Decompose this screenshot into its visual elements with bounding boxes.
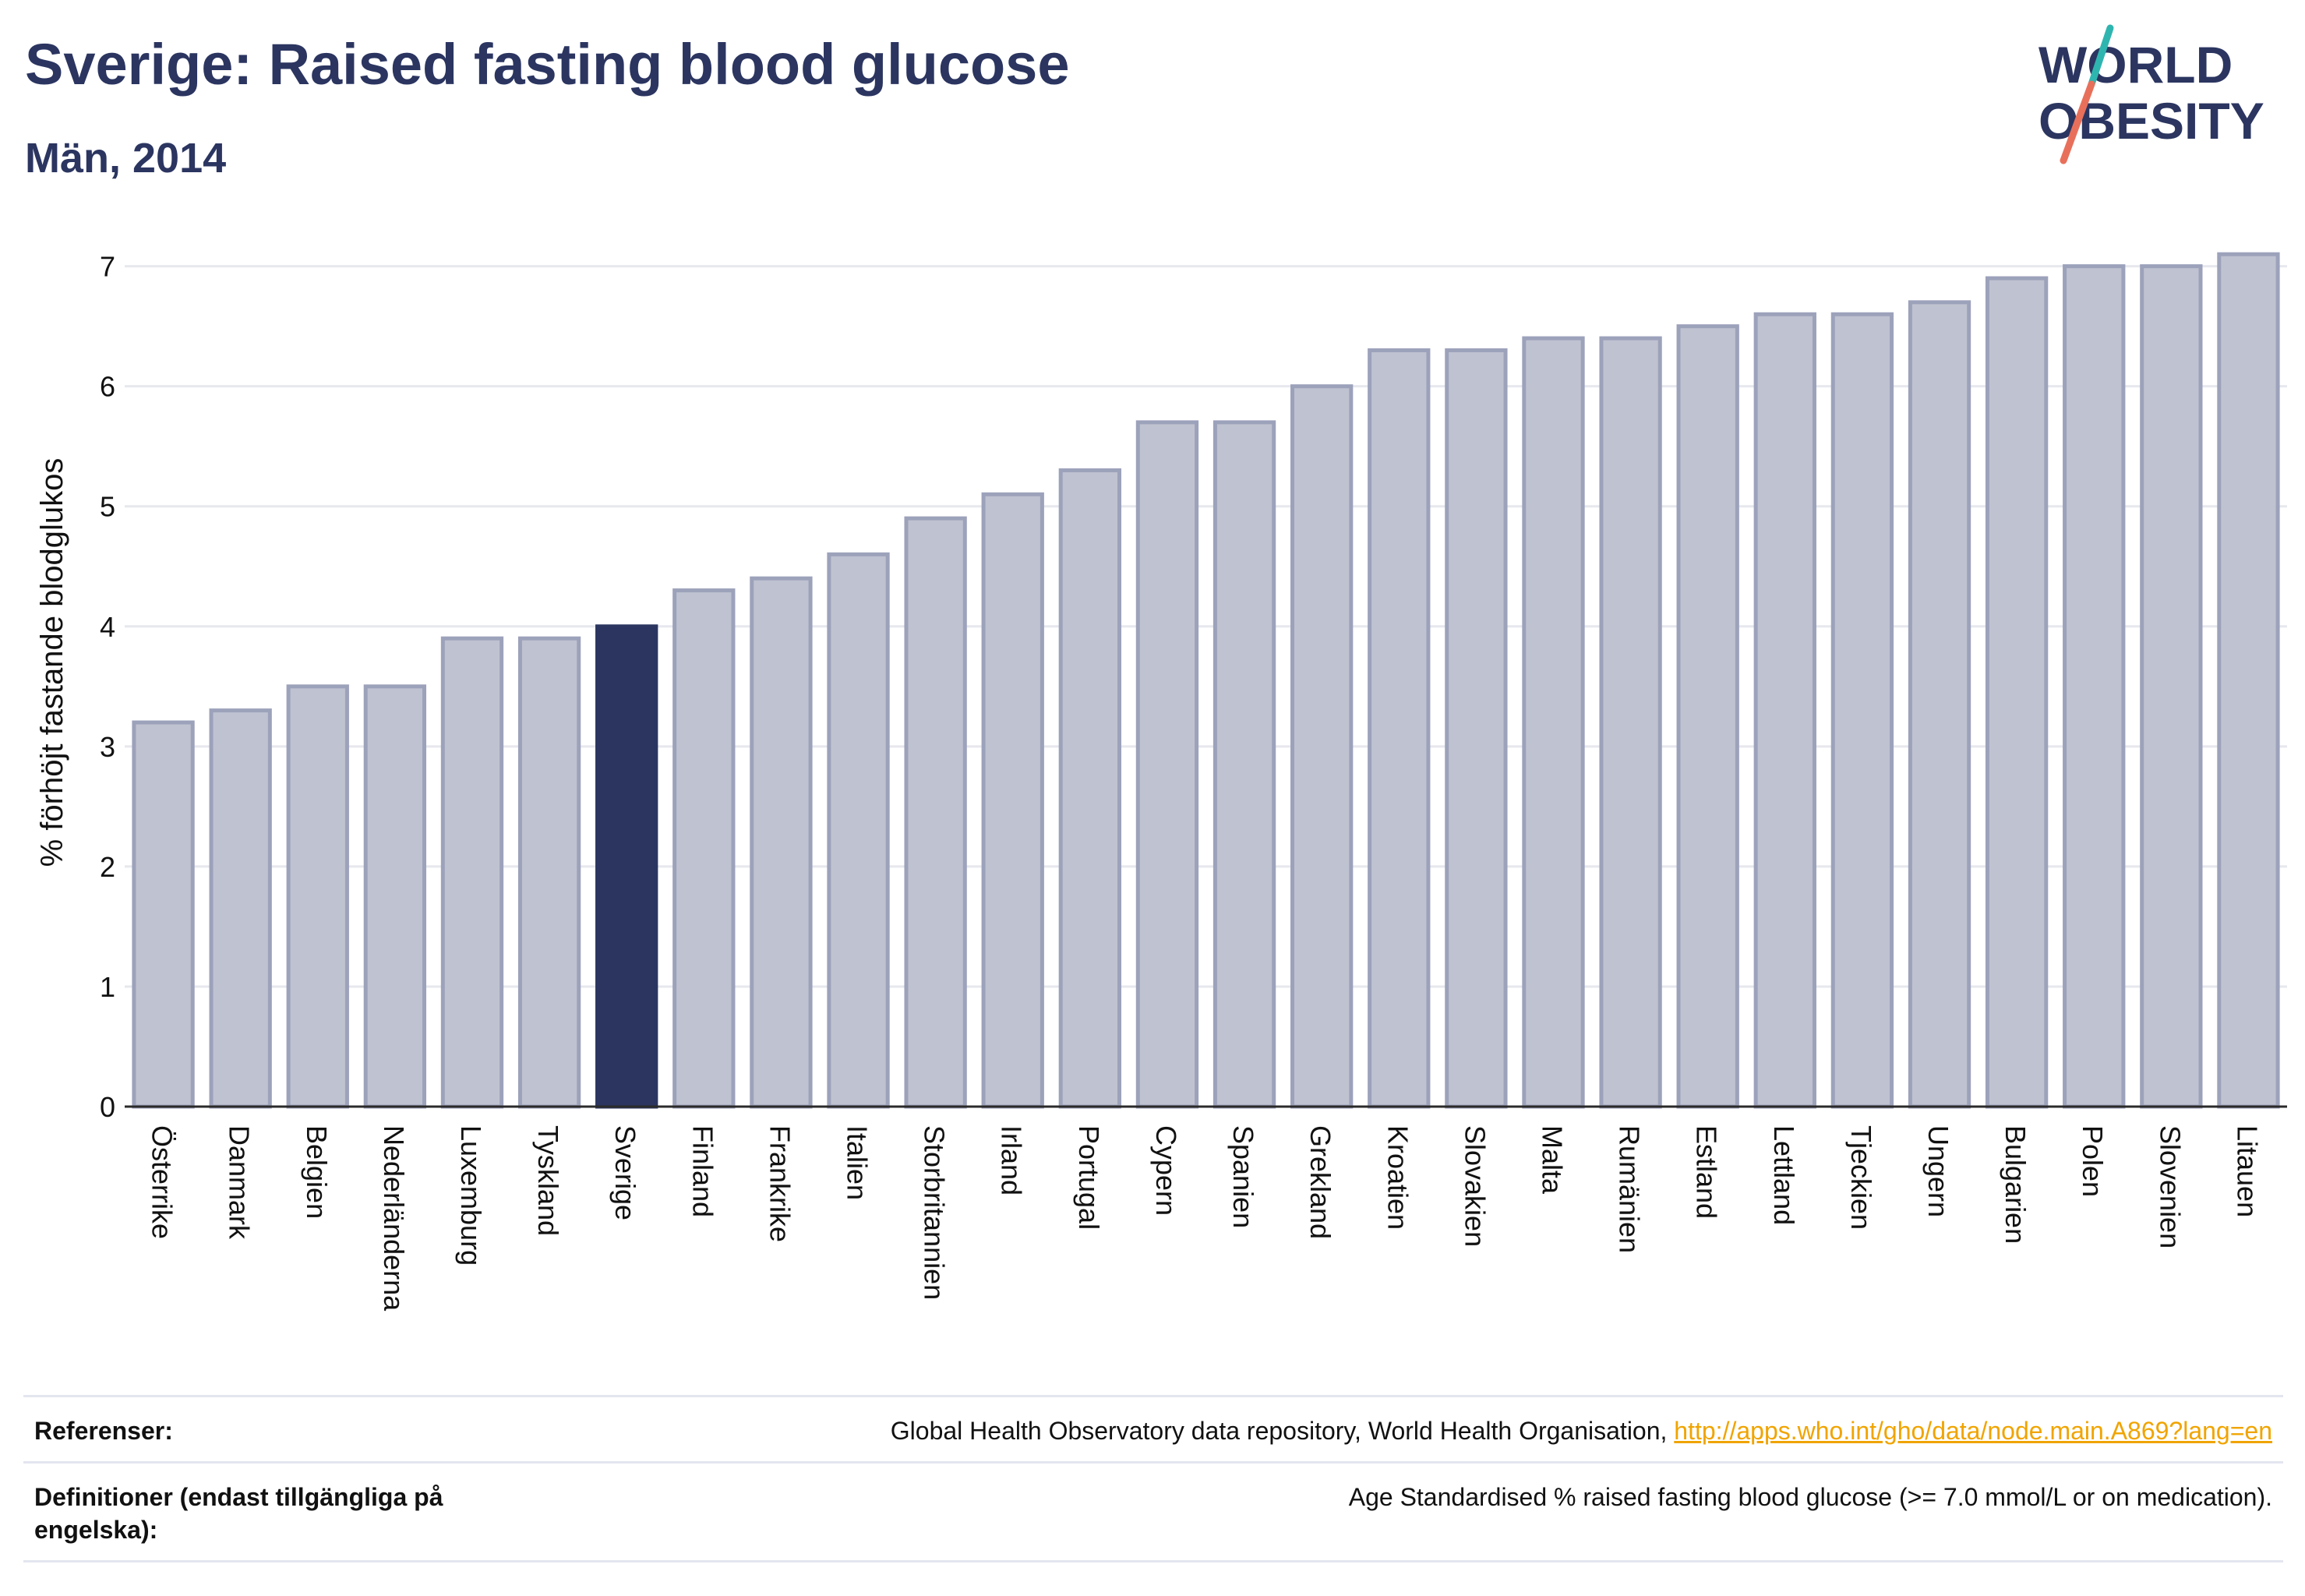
definitions-value: Age Standardised % raised fasting blood … — [1348, 1483, 2272, 1511]
x-tick-label: Danmark — [224, 1125, 256, 1240]
x-tick-label: Cypern — [1150, 1125, 1182, 1216]
bar — [2217, 252, 2280, 1109]
bar — [1135, 420, 1199, 1109]
bar — [1753, 312, 1816, 1109]
logo-text-world: WORLD — [2038, 36, 2233, 94]
bar — [827, 552, 890, 1109]
bar — [1522, 336, 1585, 1109]
bar — [132, 720, 195, 1109]
y-tick-label: 1 — [100, 971, 115, 1003]
x-tick-label: Luxemburg — [455, 1125, 487, 1266]
bar — [904, 516, 967, 1109]
x-tick-label: Grekland — [1304, 1125, 1336, 1239]
y-tick-label: 6 — [100, 371, 115, 403]
x-tick-label: Sverige — [609, 1125, 641, 1220]
x-tick-label: Portugal — [1073, 1125, 1105, 1230]
references-table: Referenser: Global Health Observatory da… — [23, 1395, 2283, 1562]
x-tick-label: Malta — [1536, 1125, 1568, 1195]
references-text: Global Health Observatory data repositor… — [890, 1417, 1668, 1445]
definitions-row: Definitioner (endast tillgängliga på eng… — [23, 1461, 2283, 1562]
y-tick-label: 0 — [100, 1091, 115, 1123]
x-tick-label: Italien — [842, 1125, 874, 1200]
bar — [363, 684, 427, 1109]
x-tick-label: Finland — [687, 1125, 718, 1217]
bar — [672, 588, 736, 1109]
references-link[interactable]: http://apps.who.int/gho/data/node.main.A… — [1674, 1417, 2272, 1445]
references-value: Global Health Observatory data repositor… — [891, 1414, 2272, 1447]
references-row: Referenser: Global Health Observatory da… — [23, 1395, 2283, 1461]
y-tick-label: 5 — [100, 491, 115, 523]
x-tick-label: Lettland — [1768, 1125, 1800, 1225]
y-tick-label: 2 — [100, 851, 115, 883]
x-tick-label: Belgien — [301, 1125, 333, 1219]
bar-chart: 0 1 2 3 4 5 6 7 Österrike Danmark Belgien Nederlän… — [35, 251, 2287, 1312]
chart-title: Sverige: Raised fasting blood glucose — [25, 32, 1070, 97]
chart-subtitle: Män, 2014 — [25, 135, 227, 182]
y-axis-label: % förhöjt fastande blodglukos — [35, 458, 69, 867]
definitions-label: Definitioner (endast tillgängliga på eng… — [34, 1483, 443, 1544]
bar — [1368, 348, 1431, 1109]
x-tick-label: Österrike — [146, 1125, 178, 1239]
bar-highlight — [595, 624, 658, 1109]
y-tick-label: 4 — [100, 611, 115, 643]
logo-slash-bottom — [2060, 80, 2095, 164]
x-tick-label: Spanien — [1227, 1125, 1259, 1228]
bar — [2063, 264, 2126, 1109]
bar — [1908, 300, 1971, 1109]
bar — [1058, 468, 1122, 1109]
y-tick-labels: 0 1 2 3 4 5 6 7 — [100, 251, 115, 1123]
bar — [981, 492, 1044, 1109]
x-tick-label: Bulgarien — [2000, 1125, 2031, 1244]
x-tick-label: Slovenien — [2154, 1125, 2186, 1248]
y-tick-label: 3 — [100, 731, 115, 763]
x-tick-label: Estland — [1691, 1125, 1723, 1219]
bar — [2140, 264, 2203, 1109]
bar — [1985, 276, 2049, 1109]
x-tick-label: Tjeckien — [1845, 1125, 1877, 1230]
bar — [1676, 324, 1739, 1109]
x-tick-label: Rumänien — [1614, 1125, 1646, 1253]
x-tick-label: Frankrike — [764, 1125, 796, 1242]
x-tick-label: Irland — [996, 1125, 1028, 1195]
references-label: Referenser: — [34, 1417, 173, 1445]
x-tick-labels: Österrike Danmark Belgien Nederländerna Luxe… — [146, 1125, 2264, 1312]
x-tick-label: Storbritannien — [919, 1125, 951, 1300]
world-obesity-logo: WORLD OBESITY — [2038, 24, 2264, 164]
y-tick-label: 7 — [100, 251, 115, 283]
bar — [209, 708, 272, 1109]
bar — [1213, 420, 1276, 1109]
bar — [1290, 384, 1354, 1109]
x-tick-label: Nederländerna — [378, 1125, 410, 1312]
bars — [132, 252, 2280, 1109]
bar — [286, 684, 349, 1109]
x-tick-label: Slovakien — [1459, 1125, 1491, 1247]
bar — [750, 576, 813, 1109]
bar — [440, 636, 504, 1109]
bar — [1599, 336, 1662, 1109]
x-tick-label: Ungern — [1922, 1125, 1954, 1217]
logo-slash-top — [2088, 24, 2114, 88]
bar — [1830, 312, 1894, 1109]
x-tick-label: Kroatien — [1382, 1125, 1414, 1230]
x-tick-label: Litauen — [2231, 1125, 2263, 1217]
bar — [1445, 348, 1508, 1109]
x-tick-label: Polen — [2077, 1125, 2109, 1197]
x-tick-label: Tyskland — [532, 1125, 564, 1236]
bar — [517, 636, 581, 1109]
